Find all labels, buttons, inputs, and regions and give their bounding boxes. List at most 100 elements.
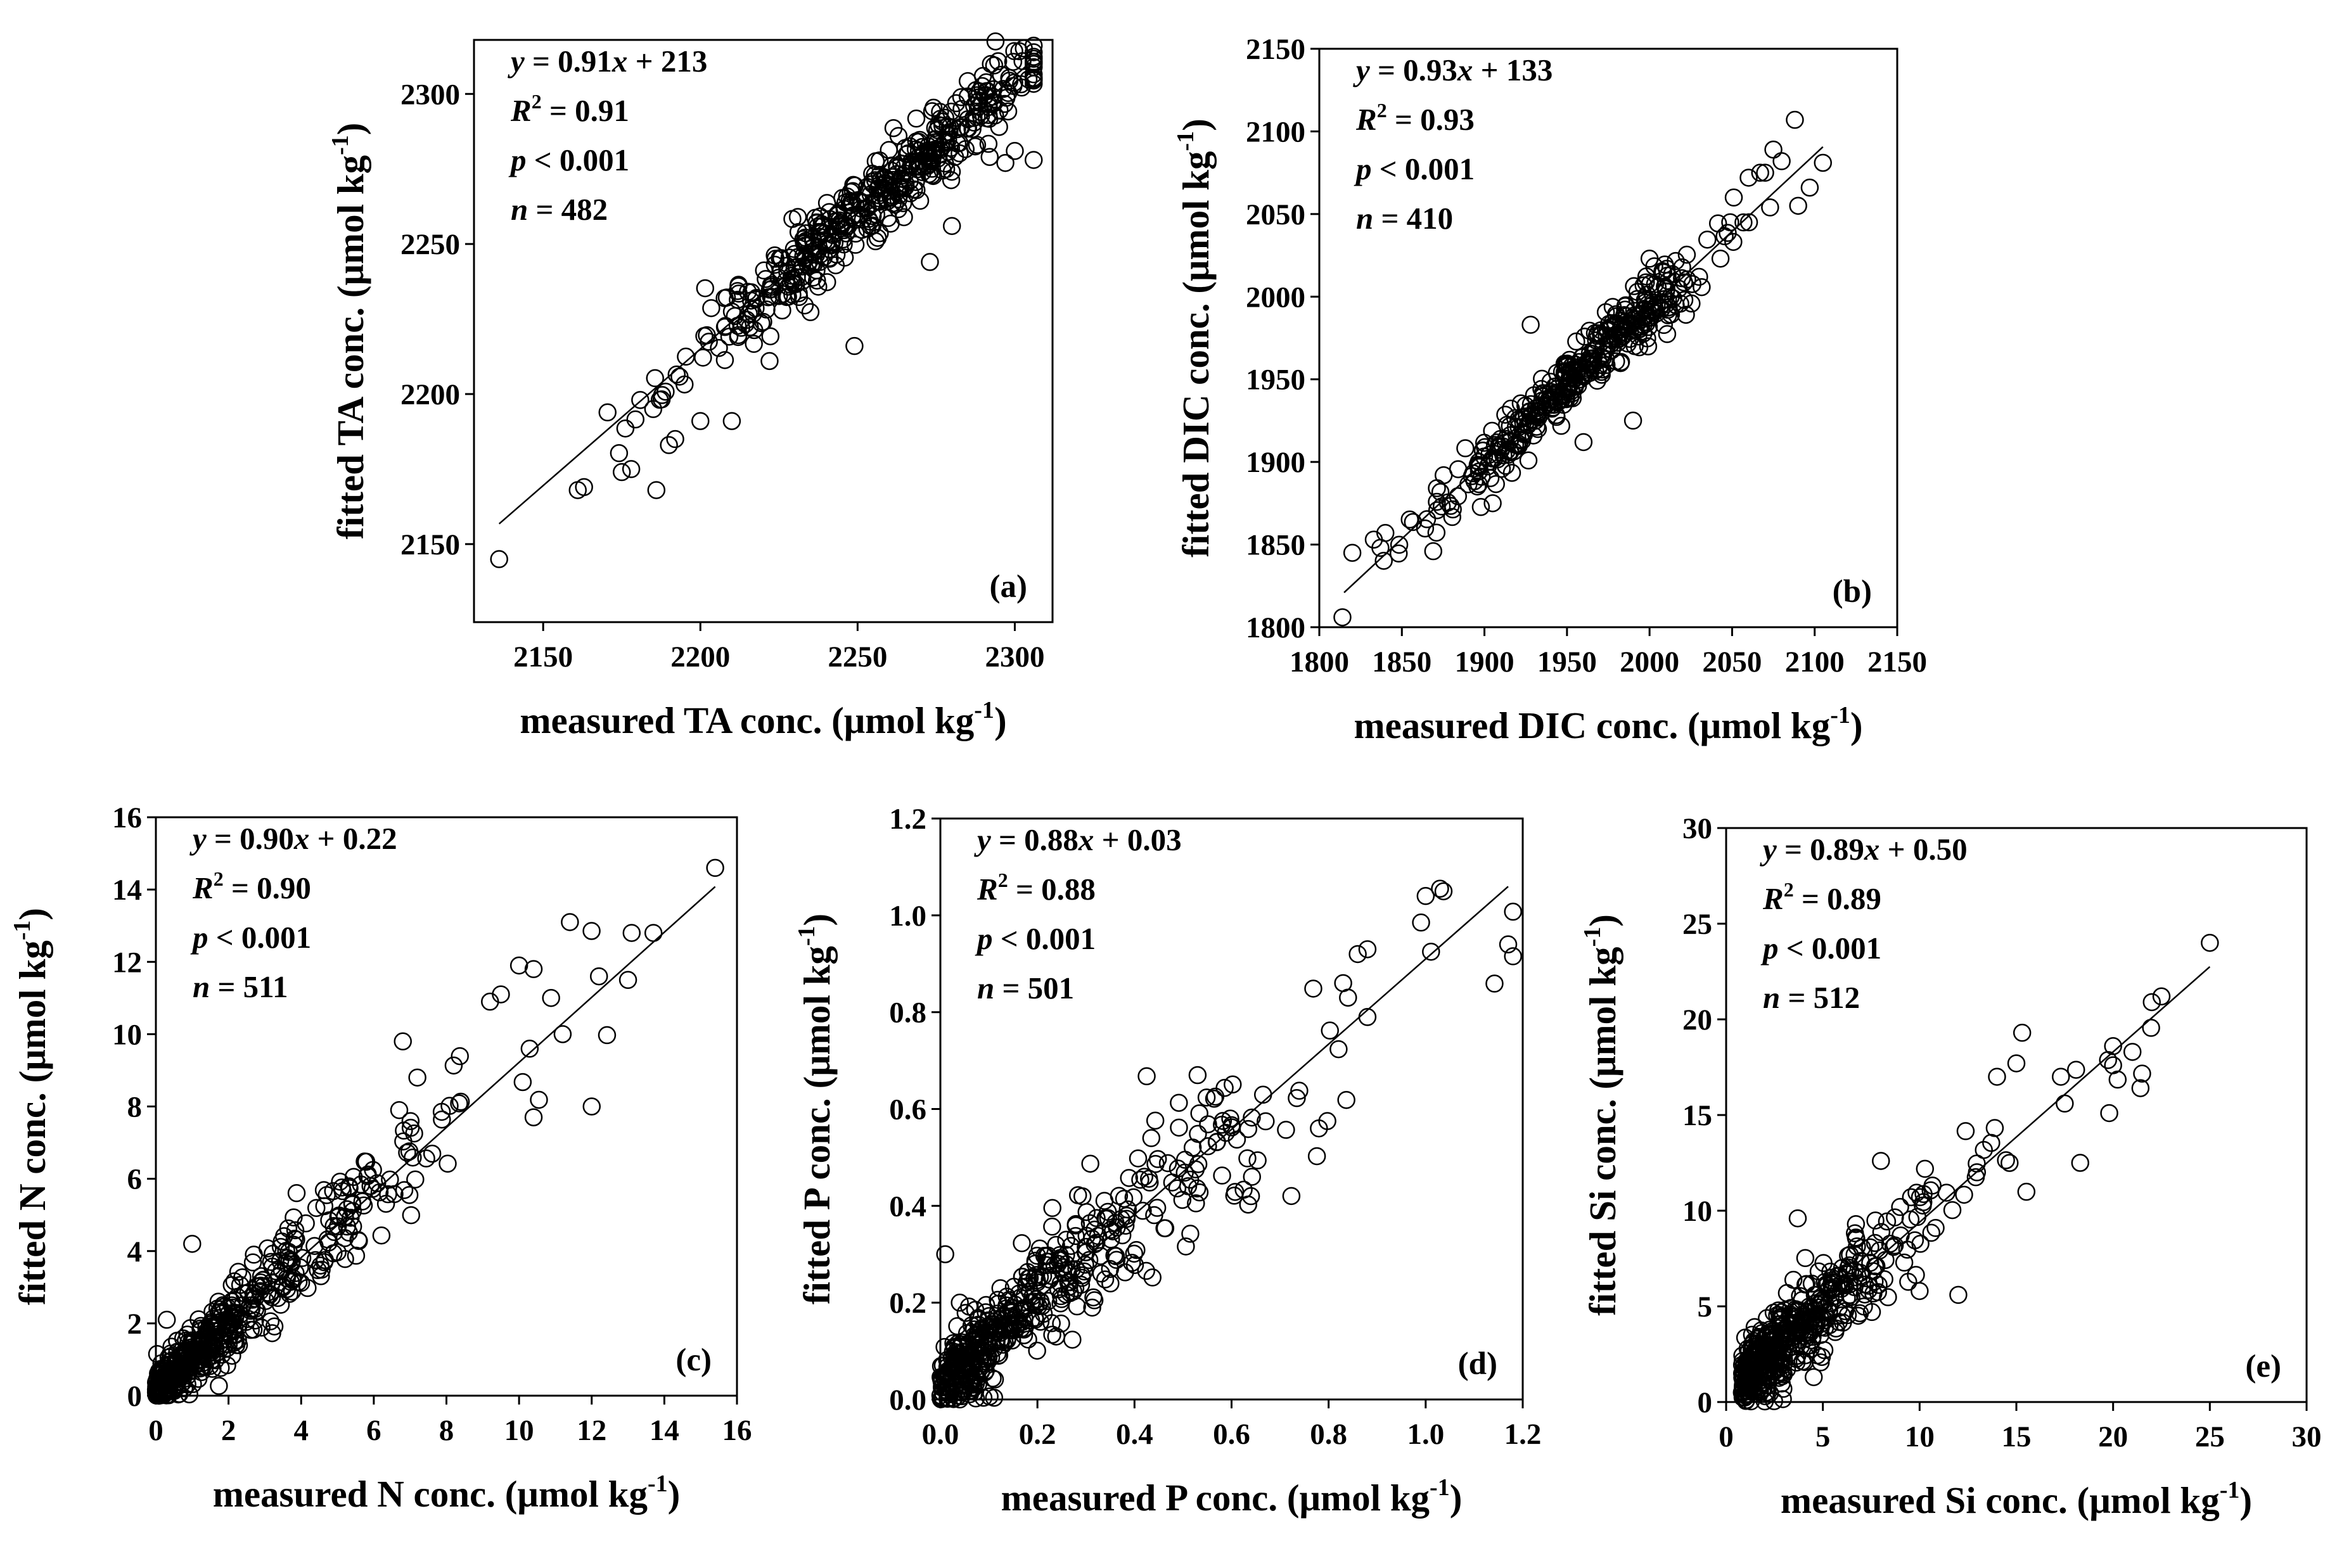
data-point [1895,1253,1914,1272]
data-point [1428,479,1446,497]
data-point [1751,1345,1770,1363]
y-tick-label: 6 [127,1163,143,1196]
data-point [814,232,833,251]
data-point [667,365,686,384]
data-point [795,296,814,315]
x-tick-label: 20 [2098,1420,2128,1453]
data-point [530,1090,548,1109]
data-point [1024,43,1043,61]
data-point [1838,1289,1856,1308]
data-point [1117,1209,1136,1228]
data-point [2104,1037,2122,1055]
data-point [1026,1251,1045,1270]
data-point [1282,1187,1301,1206]
data-point [1623,411,1642,430]
data-point [1792,1311,1810,1330]
data-point [1158,1154,1177,1173]
data-point [1106,1214,1125,1232]
data-point [203,1360,222,1378]
data-point [1412,913,1430,932]
y-axis-label: fitted TA conc. (μmol kg-1) [327,123,371,540]
y-tick-label: 1850 [1246,529,1305,562]
data-point [231,1305,250,1324]
r-squared-text: R2 = 0.91 [510,90,629,128]
data-point [948,1317,966,1335]
data-point [1483,494,1502,513]
data-point [702,299,720,317]
data-point [1310,1119,1328,1138]
data-point [940,1389,958,1408]
data-point [1057,1285,1075,1304]
data-point [966,137,985,156]
x-tick-label: 5 [1815,1420,1831,1453]
data-point [1179,1177,1198,1195]
data-point [402,1206,421,1225]
chart-panel-b: 1800 1850 1900 1950 2000 2050 2100 2150 1800 1850… [1172,33,1927,746]
data-point [747,289,766,307]
y-tick-label: 2 [127,1308,143,1341]
data-point [1441,497,1460,515]
data-point [582,1097,601,1116]
data-point [2051,1068,2070,1086]
data-point [1024,36,1043,55]
data-point [1066,1214,1085,1233]
data-point [905,180,923,199]
data-point [1592,324,1610,343]
data-point [1188,1179,1207,1198]
data-point [1764,140,1783,159]
data-point [1206,1087,1225,1106]
data-point [722,412,741,430]
data-point [248,1277,267,1296]
scatter-series-c [146,858,724,1405]
data-point [2201,933,2219,952]
data-point [1869,1275,1888,1294]
data-point [358,1167,377,1185]
data-point [1081,1154,1099,1173]
data-point [370,1183,389,1202]
data-point [924,167,942,186]
data-point [902,155,921,174]
data-point [1840,1256,1859,1275]
data-point [252,1318,271,1337]
data-point [1811,1353,1830,1372]
data-point [1809,1262,1828,1281]
data-point [989,1294,1008,1313]
data-point [1024,151,1043,169]
data-point [846,236,865,254]
y-tick-label: 1.2 [889,803,926,836]
data-point [1051,1249,1070,1268]
data-point [989,52,1008,70]
data-point [210,1377,228,1395]
data-point [1847,1228,1865,1247]
data-point [286,1264,305,1282]
equation-text: y = 0.93x + 133 [1353,53,1553,87]
data-point [837,217,856,236]
data-point [930,141,949,159]
data-point [1137,1261,1156,1280]
data-point [513,1073,532,1092]
data-point [1968,1163,1987,1182]
data-point [394,1032,412,1051]
data-point [728,282,747,300]
data-point [1724,233,1743,252]
data-point [1431,483,1450,501]
data-point [1456,439,1475,457]
y-tick-label: 2150 [400,528,460,561]
data-point [172,1352,190,1371]
data-point [1872,1152,1890,1170]
data-point [353,1192,372,1211]
data-point [1902,1188,1921,1206]
data-point [1427,523,1446,542]
data-point [970,91,989,110]
data-point [907,109,926,128]
data-point [1546,383,1565,402]
data-point [696,279,715,298]
data-point [1189,1125,1207,1144]
x-tick-label: 0.6 [1213,1418,1250,1451]
x-axis-label: measured P conc. (μmol kg-1) [1001,1474,1463,1519]
data-point [262,1273,281,1292]
data-point [2017,1182,2036,1201]
data-point [1199,1115,1217,1133]
data-point [1188,1066,1207,1085]
data-point [1253,1085,1272,1104]
